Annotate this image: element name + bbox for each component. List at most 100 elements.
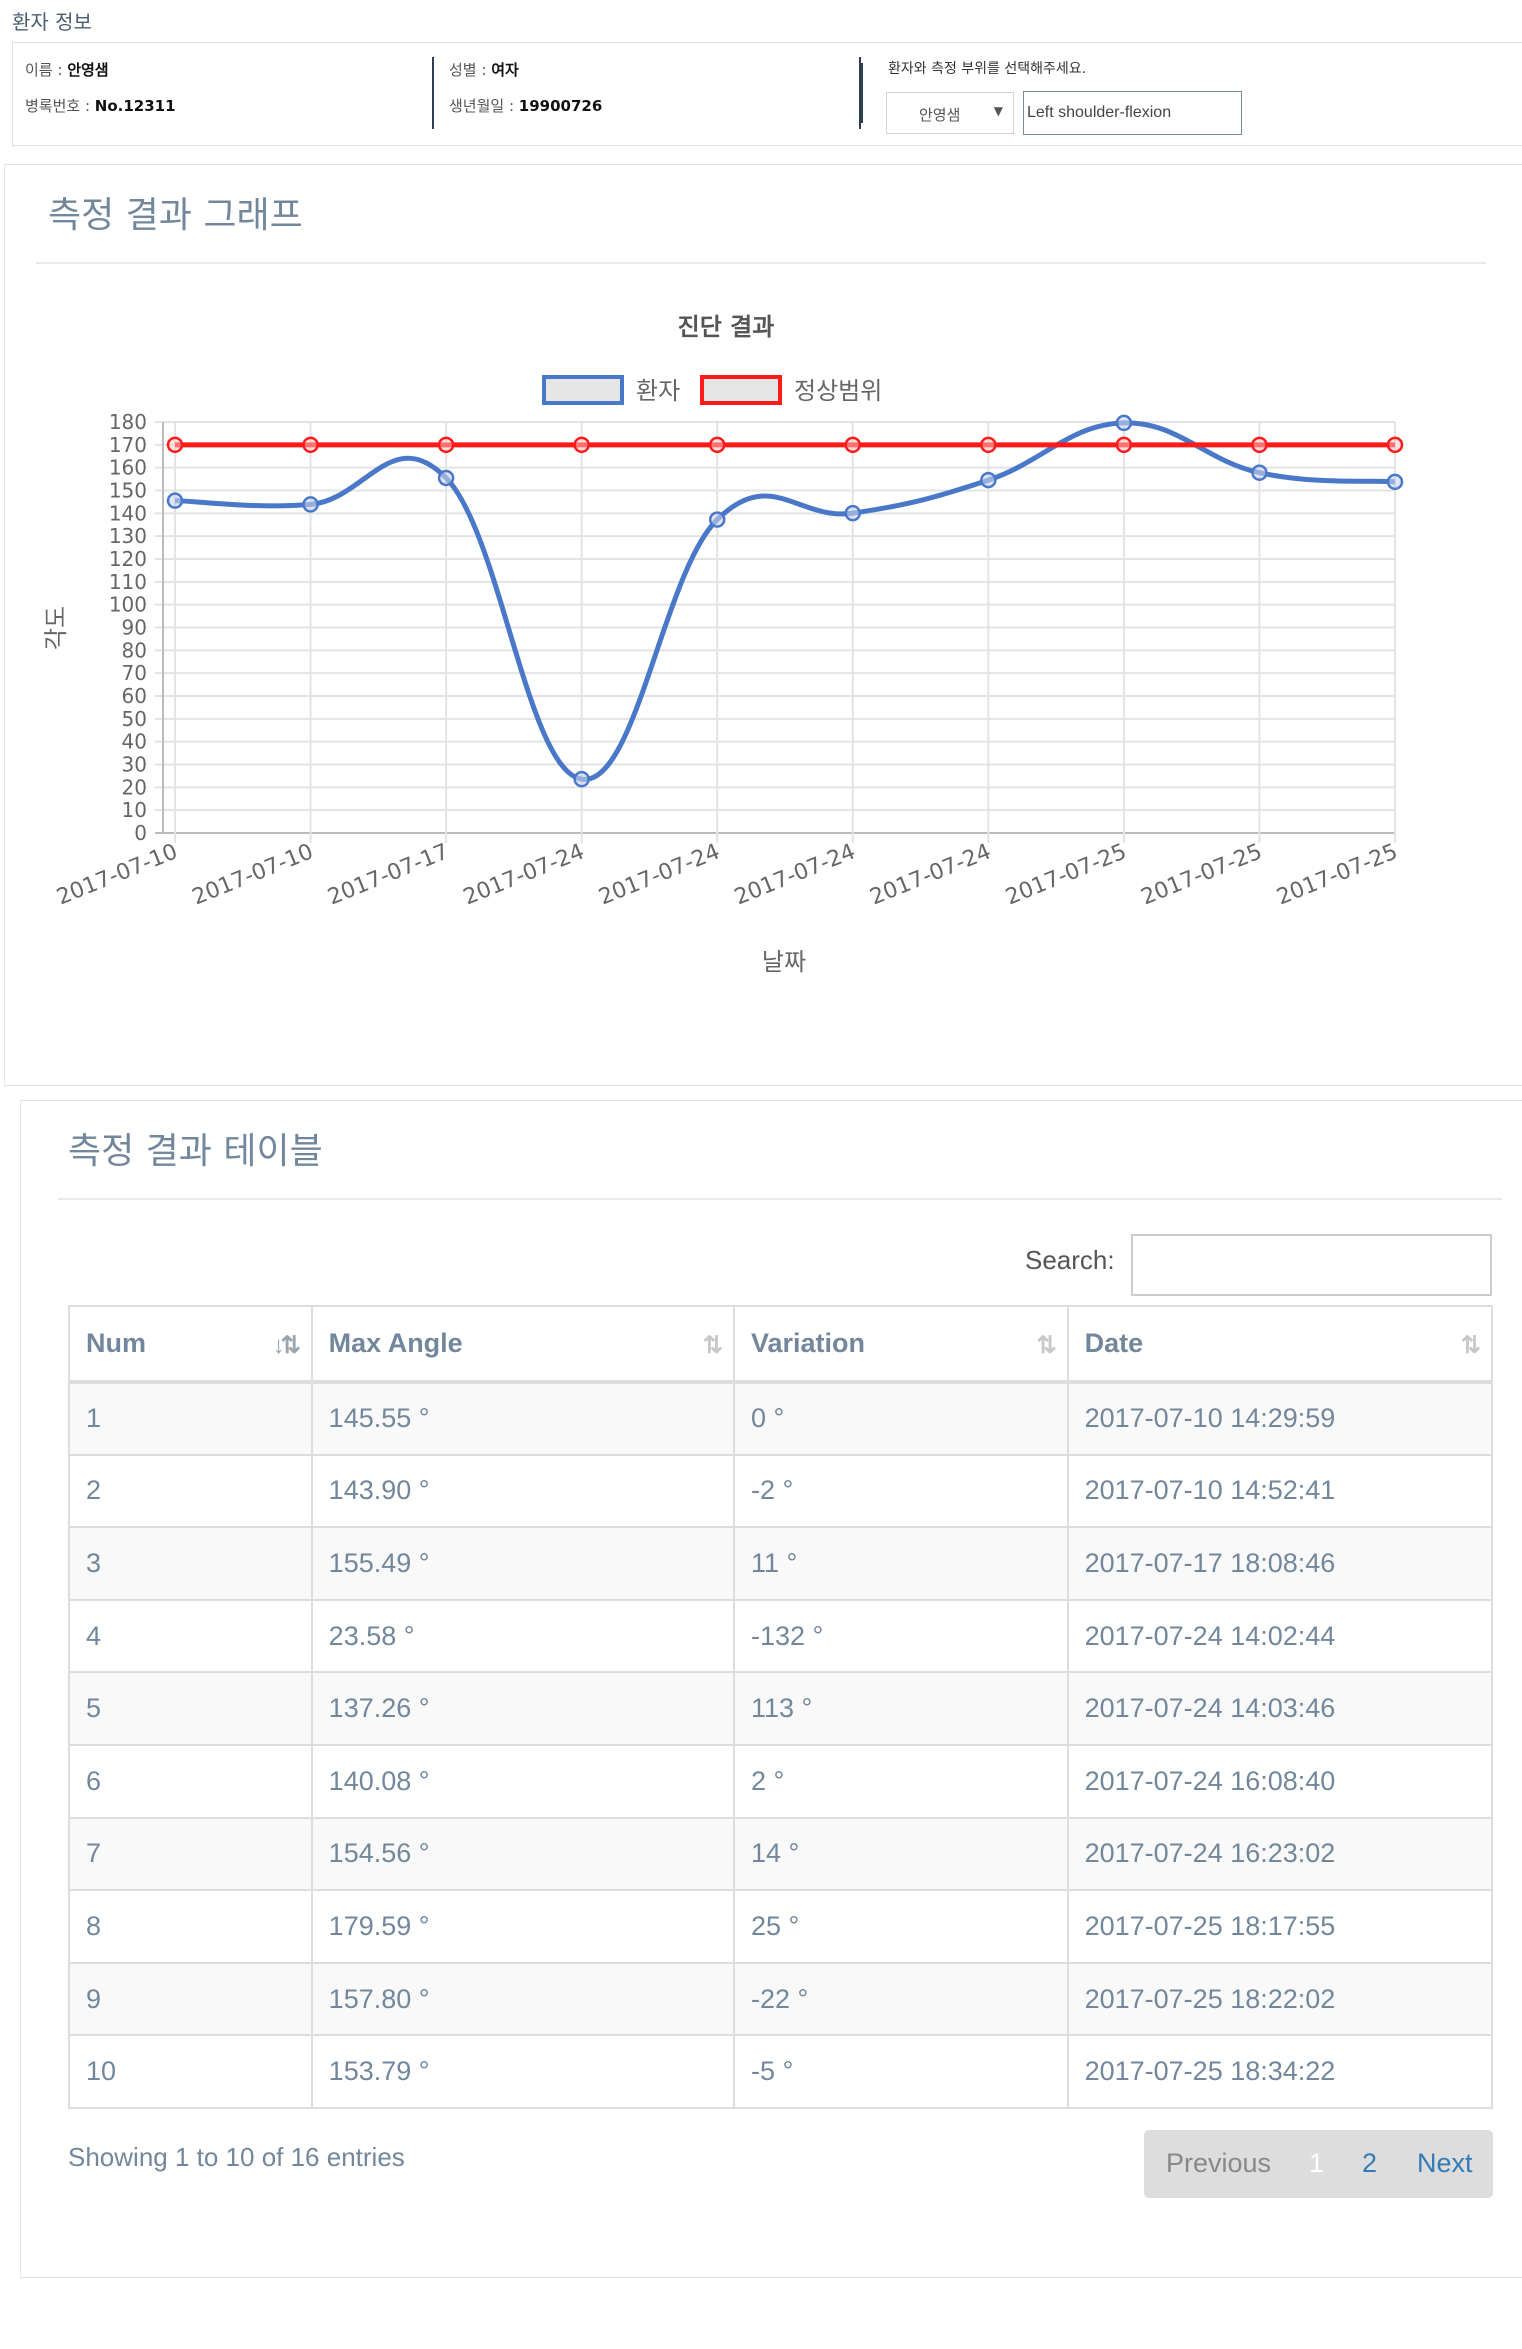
series-point-1 — [573, 436, 590, 454]
name-label: 이름 : — [25, 61, 68, 79]
next-page-button[interactable]: Next — [1417, 2148, 1473, 2178]
caret-down-icon: ▼ — [993, 104, 1003, 118]
patient-select[interactable]: 안영샘 ▼ — [886, 92, 1014, 134]
legend-label-patient: 환자 — [636, 377, 680, 405]
series-point-1 — [302, 436, 319, 454]
birth-date: 19900726 — [518, 97, 603, 115]
y-axis-label: 각도 — [42, 606, 70, 650]
column-header-max-angle[interactable]: Max Angle ⇅ — [310, 1305, 736, 1384]
y-tick-label: 170 — [109, 433, 147, 457]
table-header-row: Num ↓⇅ Max Angle ⇅ Variation ⇅ Date ⇅ — [68, 1305, 1494, 1384]
column-header-variation[interactable]: Variation ⇅ — [733, 1305, 1069, 1384]
series-point-0 — [1386, 473, 1404, 491]
cell-num: 4 — [68, 1598, 313, 1674]
table-row: 7 154.56 ° 14 ° 2017-07-24 16:23:02 — [68, 1816, 1494, 1892]
results-table: Num ↓⇅ Max Angle ⇅ Variation ⇅ Date ⇅ 1 145.5… — [68, 1305, 1494, 2109]
body-part-input[interactable] — [1023, 91, 1242, 135]
cell-date: 2017-07-24 16:23:02 — [1066, 1816, 1494, 1892]
series-point-0 — [980, 471, 997, 489]
chart-grid — [155, 421, 1396, 843]
cell-date: 2017-07-10 14:29:59 — [1066, 1381, 1494, 1456]
patient-gender: 여자 — [491, 61, 519, 79]
y-tick-label: 80 — [122, 638, 147, 662]
patient-info-title: 환자 정보 — [12, 10, 92, 34]
record-number-label: 병록번호 : — [25, 97, 95, 115]
record-number: No.12311 — [94, 97, 176, 115]
cell-max-angle: 137.26 ° — [310, 1671, 736, 1746]
table-row: 2 143.90 ° -2 ° 2017-07-10 14:52:41 — [68, 1453, 1494, 1529]
y-tick-label: 10 — [122, 798, 147, 822]
y-tick-label: 70 — [122, 661, 147, 685]
cell-max-angle: 145.55 ° — [310, 1381, 736, 1456]
graph-panel-title: 측정 결과 그래프 — [48, 195, 303, 236]
column-header-date[interactable]: Date ⇅ — [1066, 1305, 1494, 1384]
selection-prompt: 환자와 측정 부위를 선택해주세요. — [888, 61, 1087, 77]
x-tick-label: 2017-07-24 — [596, 839, 724, 910]
table-row: 9 157.80 ° -22 ° 2017-07-25 18:22:02 — [68, 1961, 1494, 2037]
cell-date: 2017-07-24 14:02:44 — [1066, 1598, 1494, 1674]
y-tick-label: 50 — [122, 707, 147, 731]
sort-icon: ⇅ — [1036, 1332, 1056, 1359]
series-point-1 — [166, 436, 184, 454]
cell-variation: -2 ° — [733, 1453, 1069, 1529]
cell-date: 2017-07-25 18:22:02 — [1066, 1961, 1494, 2037]
series-point-1 — [1251, 436, 1268, 454]
x-tick-label: 2017-07-24 — [867, 839, 995, 910]
patient-name-block: 이름 : 안영샘 병록번호 : No.12311 — [25, 53, 435, 135]
sort-ascending-icon: ↓⇅ — [272, 1332, 301, 1359]
y-tick-label: 120 — [109, 547, 147, 571]
cell-max-angle: 157.80 ° — [310, 1961, 736, 2037]
cell-variation: 14 ° — [733, 1816, 1069, 1892]
graph-panel-divider — [36, 262, 1486, 264]
series-point-1 — [708, 436, 726, 454]
series-line-0 — [174, 420, 1396, 782]
cell-variation: 0 ° — [733, 1381, 1069, 1456]
previous-page-button[interactable]: Previous — [1166, 2148, 1272, 2178]
legend-label-normal: 정상범위 — [794, 377, 882, 405]
x-tick-label: 2017-07-25 — [1138, 839, 1266, 910]
search-label: Search: — [1025, 1245, 1115, 1275]
cell-variation: -22 ° — [733, 1961, 1069, 2037]
x-tick-label: 2017-07-17 — [324, 839, 452, 910]
cell-max-angle: 154.56 ° — [310, 1816, 736, 1892]
info-divider — [859, 57, 861, 129]
y-tick-label: 0 — [134, 821, 147, 845]
y-tick-label: 130 — [109, 524, 147, 548]
cell-variation: 113 ° — [733, 1671, 1069, 1746]
cell-max-angle: 155.49 ° — [310, 1526, 736, 1601]
birth-date-label: 생년월일 : — [449, 97, 519, 115]
cell-date: 2017-07-25 18:17:55 — [1066, 1889, 1494, 1964]
table-panel-title: 측정 결과 테이블 — [68, 1131, 323, 1172]
cell-variation: 2 ° — [733, 1743, 1069, 1819]
series-point-0 — [437, 469, 455, 487]
legend-swatch-patient — [542, 375, 624, 405]
search-input[interactable] — [1131, 1234, 1492, 1296]
table-panel-divider — [58, 1198, 1502, 1200]
series-point-0 — [844, 504, 862, 522]
x-tick-label: 2017-07-10 — [53, 839, 181, 910]
chart-series — [166, 414, 1404, 788]
x-tick-label: 2017-07-24 — [731, 839, 859, 910]
x-axis-label: 날짜 — [762, 948, 806, 976]
y-tick-label: 30 — [122, 753, 147, 777]
y-tick-label: 150 — [109, 479, 147, 503]
series-point-1 — [980, 436, 997, 454]
cell-date: 2017-07-24 14:03:46 — [1066, 1671, 1494, 1746]
y-tick-label: 100 — [109, 593, 147, 617]
cell-date: 2017-07-10 14:52:41 — [1066, 1453, 1494, 1529]
column-header-num[interactable]: Num ↓⇅ — [68, 1305, 313, 1384]
y-tick-label: 160 — [109, 456, 147, 480]
page-2-button[interactable]: 2 — [1362, 2148, 1378, 2178]
x-tick-label: 2017-07-25 — [1273, 839, 1401, 910]
series-point-0 — [573, 770, 590, 788]
series-point-0 — [166, 492, 184, 509]
table-row: 5 137.26 ° 113 ° 2017-07-24 14:03:46 — [68, 1671, 1494, 1746]
cell-variation: -132 ° — [733, 1598, 1069, 1674]
table-row: 6 140.08 ° 2 ° 2017-07-24 16:08:40 — [68, 1743, 1494, 1819]
cell-max-angle: 23.58 ° — [310, 1598, 736, 1674]
chart-title: 진단 결과 — [678, 313, 775, 341]
table-row: 8 179.59 ° 25 ° 2017-07-25 18:17:55 — [68, 1889, 1494, 1964]
info-divider-accent — [861, 63, 863, 123]
page-1-button[interactable]: 1 — [1309, 2148, 1325, 2178]
sort-icon: ⇅ — [1460, 1332, 1481, 1359]
